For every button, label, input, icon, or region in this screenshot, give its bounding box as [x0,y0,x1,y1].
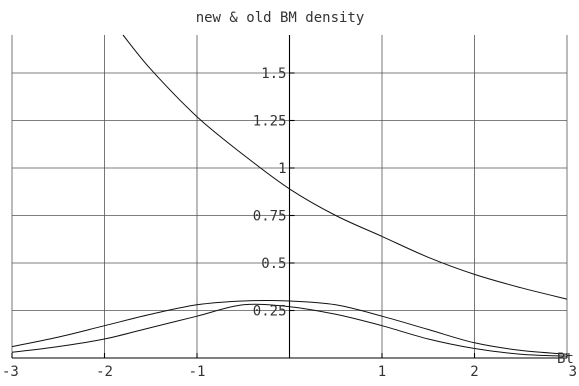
y-tick-label-0: 0.25 [253,304,287,320]
y-tick-label-3: 1 [278,161,286,177]
axis-layer [11,35,568,359]
y-tick-label-2: 0.75 [253,209,287,225]
curve-layer [11,34,568,357]
series-line-1 [122,34,568,300]
y-tick-label-5: 1.5 [261,66,286,82]
x-tick-label-2: -1 [189,364,206,380]
series-line-3 [11,303,568,357]
x-axis-label: Bt [557,351,574,367]
chart-title: new & old BM density [196,10,365,26]
y-tick-label-1: 0.5 [261,256,286,272]
series-line-2 [11,300,568,355]
y-tick-label-4: 1.25 [253,114,287,130]
x-tick-label-4: 2 [470,364,478,380]
x-tick-label-1: -2 [96,364,113,380]
x-tick-label-3: 1 [378,364,386,380]
x-tick-label-5: 3 [569,364,577,380]
x-tick-label-0: -3 [2,364,19,380]
label-layer: -3 -2 -1 1 2 3 0.25 0.5 0.75 1 1.25 1.5 [2,66,577,380]
